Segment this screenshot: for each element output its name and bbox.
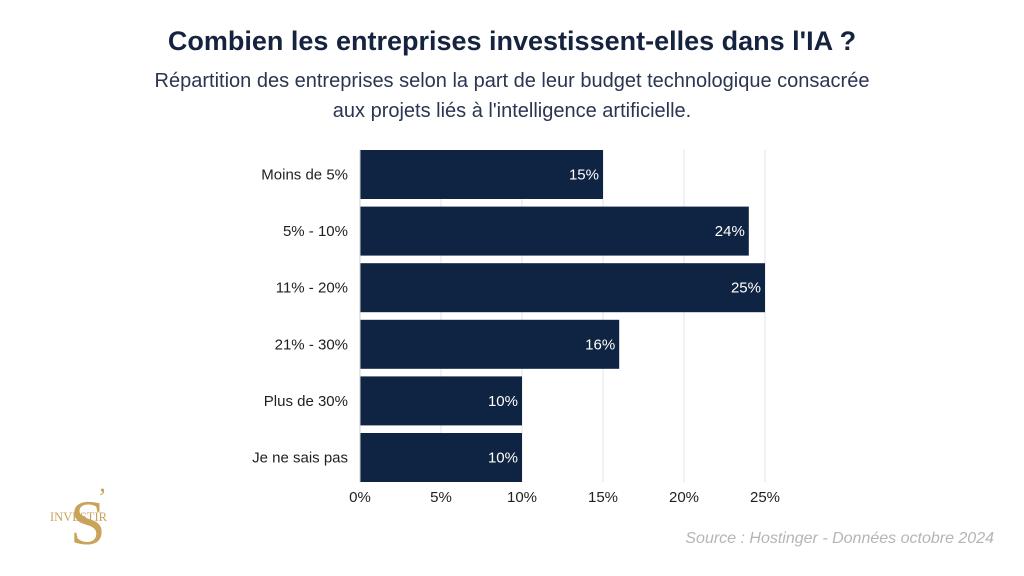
- x-tick-label: 10%: [507, 489, 537, 506]
- category-label: Plus de 30%: [264, 393, 348, 410]
- logo-apostrophe: ’: [98, 484, 107, 512]
- bar: [360, 150, 603, 199]
- chart-title: Combien les entreprises investissent-ell…: [167, 26, 857, 56]
- category-label: Je ne sais pas: [252, 450, 348, 467]
- x-tick-label: 15%: [588, 489, 618, 506]
- source-note: Source : Hostinger - Données octobre 202…: [685, 530, 994, 547]
- x-tick-label: 25%: [750, 489, 780, 506]
- bar: [360, 319, 620, 369]
- x-tick-label: 20%: [669, 489, 699, 506]
- category-label: 5% - 10%: [283, 223, 348, 240]
- bar: [360, 433, 522, 482]
- category-label: 11% - 20%: [276, 280, 348, 297]
- value-label: 10%: [488, 450, 518, 467]
- bar: [360, 376, 522, 426]
- value-label: 16%: [585, 336, 615, 353]
- value-label: 10%: [488, 393, 518, 410]
- value-label: 25%: [731, 280, 761, 297]
- category-label: 21% - 30%: [275, 336, 348, 353]
- s-investir-logo: S ’ INVESTIR: [50, 484, 108, 554]
- chart-subtitle: Répartition des entreprises selon la par…: [154, 70, 870, 122]
- x-tick-label: 0%: [349, 489, 371, 506]
- bar: [360, 263, 765, 313]
- category-label: Moins de 5%: [261, 167, 348, 184]
- value-label: 15%: [569, 167, 599, 184]
- bar: [360, 206, 749, 256]
- logo-word: INVESTIR: [50, 510, 108, 524]
- x-tick-label: 5%: [430, 489, 452, 506]
- value-label: 24%: [715, 223, 745, 240]
- logo-letter: S: [70, 487, 106, 554]
